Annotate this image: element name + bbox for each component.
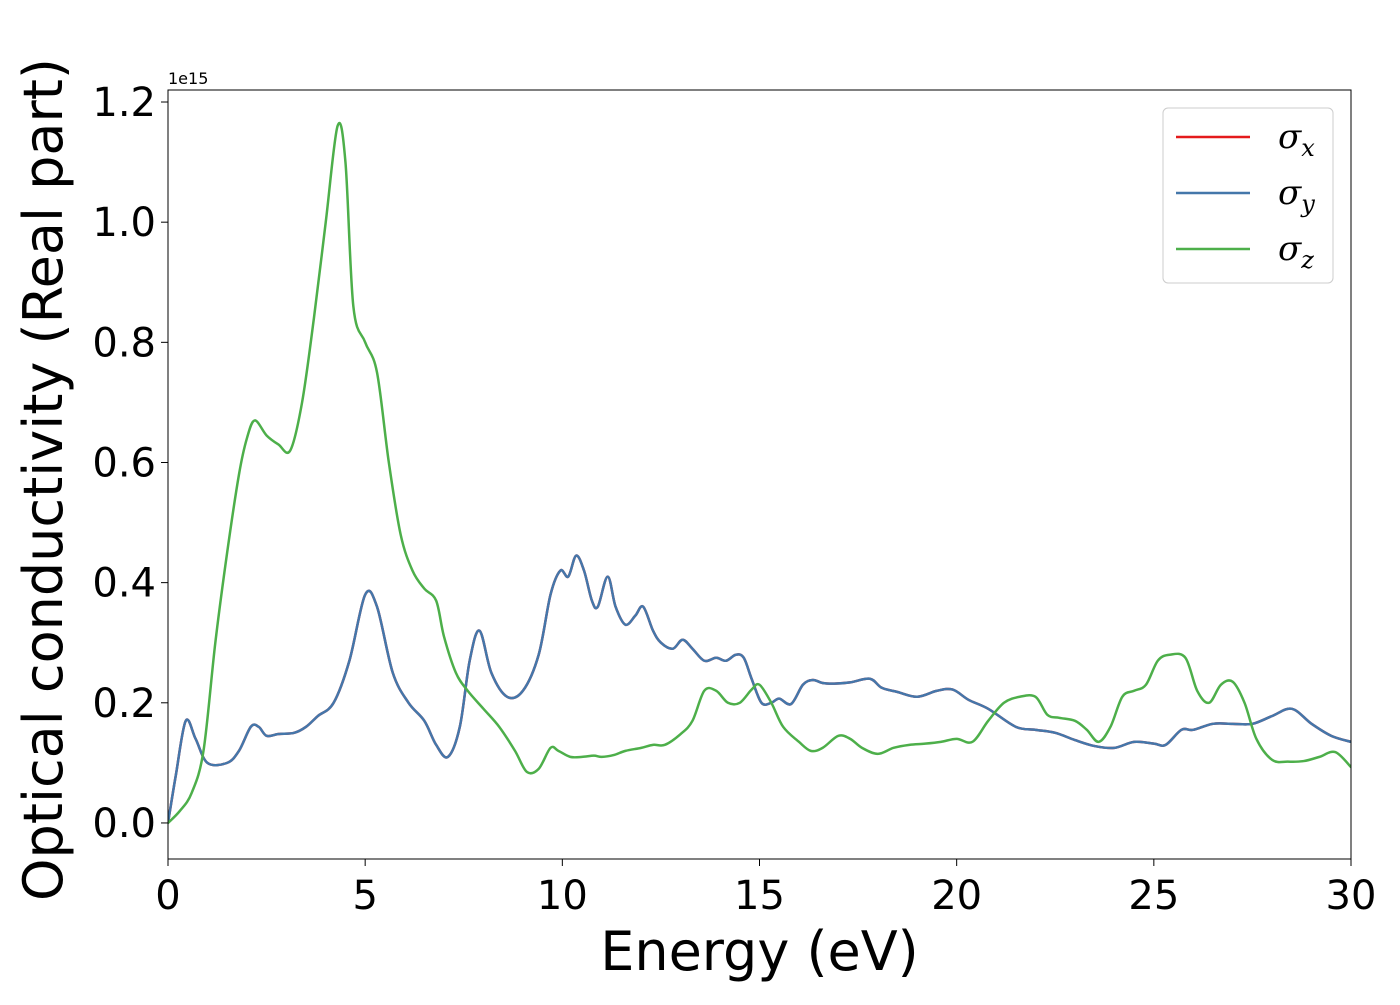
y-tick-label: 0.2 (92, 681, 156, 727)
y-axis: 0.0 0.2 0.4 0.6 0.8 1.0 1.2 (92, 80, 168, 847)
legend-frame (1162, 107, 1334, 284)
x-tick-label: 15 (734, 873, 785, 919)
y-tick-label: 0.4 (92, 561, 156, 607)
y-axis-offset-label: 1e15 (168, 69, 208, 88)
y-tick-label: 0.8 (92, 320, 156, 366)
y-tick-label: 0.6 (92, 440, 156, 486)
legend-label-z: σz (1278, 229, 1314, 274)
y-axis-title: Optical conductivity (Real part) (12, 58, 75, 901)
legend-label-y: σy (1278, 173, 1315, 218)
x-tick-label: 0 (155, 873, 180, 919)
series-line-x (168, 554, 1351, 825)
y-tick-label: 1.0 (92, 200, 156, 246)
legend-label-x: σx (1278, 117, 1315, 162)
series-line-y (168, 554, 1351, 825)
x-tick-label: 5 (352, 873, 377, 919)
series-layer (168, 121, 1351, 825)
x-tick-label: 20 (931, 873, 982, 919)
legend: σx σy σz (1162, 107, 1334, 284)
x-tick-label: 30 (1326, 873, 1377, 919)
series-line-z (168, 121, 1351, 825)
x-axis: 0 5 10 15 20 25 30 (155, 859, 1376, 919)
x-tick-label: 25 (1128, 873, 1179, 919)
y-tick-label: 0.0 (92, 801, 156, 847)
y-tick-label: 1.2 (92, 80, 156, 126)
x-tick-label: 10 (537, 873, 588, 919)
x-axis-title: Energy (eV) (600, 920, 919, 983)
